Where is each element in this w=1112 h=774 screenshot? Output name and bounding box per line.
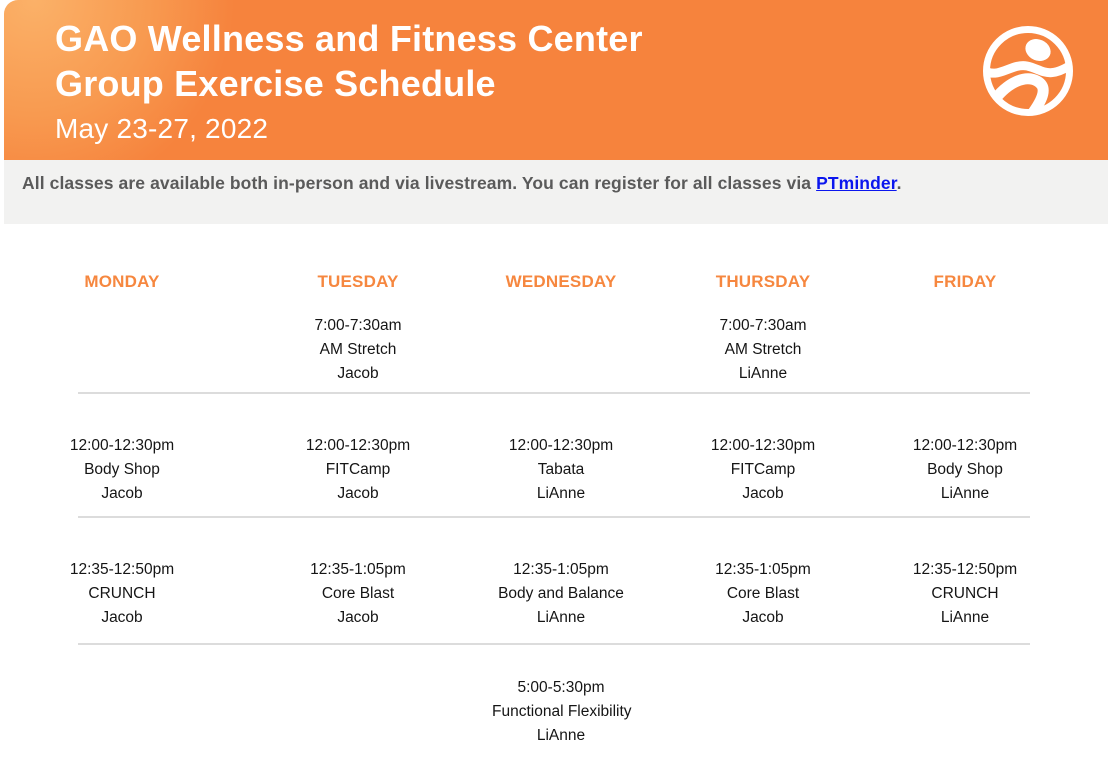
- class-time: 12:35-12:50pm: [69, 561, 175, 578]
- class-cell: [20, 314, 224, 386]
- class-time: 12:00-12:30pm: [69, 437, 175, 454]
- row-divider: [78, 516, 1030, 518]
- class-cell: 12:00-12:30pm FITCamp Jacob: [224, 434, 492, 506]
- class-cell: 5:00-5:30pm Functional Flexibility LiAnn…: [492, 676, 632, 748]
- class-cell: 7:00-7:30am AM Stretch LiAnne: [630, 314, 896, 386]
- class-cell: 12:00-12:30pm Tabata LiAnne: [492, 434, 630, 506]
- class-instructor: Jacob: [337, 365, 379, 382]
- class-time: 12:35-1:05pm: [715, 561, 811, 578]
- day-header-row: MONDAY TUESDAY WEDNESDAY THURSDAY FRIDAY: [20, 272, 1034, 292]
- fitness-runner-logo-icon: [983, 26, 1073, 116]
- schedule-row-3: 12:35-12:50pm CRUNCH Jacob 12:35-1:05pm …: [20, 558, 1034, 630]
- class-name: Body Shop: [927, 461, 1003, 478]
- day-header-friday: FRIDAY: [933, 272, 997, 291]
- class-name: CRUNCH: [88, 585, 156, 602]
- class-name: Core Blast: [726, 585, 800, 602]
- class-time: 7:00-7:30am: [314, 317, 402, 334]
- class-cell: 12:35-1:05pm Body and Balance LiAnne: [492, 558, 630, 630]
- class-instructor: LiAnne: [536, 485, 586, 502]
- class-cell: 12:00-12:30pm Body Shop LiAnne: [896, 434, 1034, 506]
- class-instructor: Jacob: [101, 485, 143, 502]
- schedule-row-1: 7:00-7:30am AM Stretch Jacob 7:00-7:30am…: [20, 314, 1034, 386]
- class-cell: 7:00-7:30am AM Stretch Jacob: [224, 314, 492, 386]
- class-time: 12:00-12:30pm: [508, 437, 614, 454]
- class-name: AM Stretch: [319, 341, 397, 358]
- class-name: Core Blast: [321, 585, 395, 602]
- header-banner: GAO Wellness and Fitness Center Group Ex…: [4, 0, 1108, 160]
- day-header-monday: MONDAY: [84, 272, 160, 291]
- class-time: 12:35-12:50pm: [912, 561, 1018, 578]
- class-time: 5:00-5:30pm: [517, 679, 605, 696]
- class-name: Body and Balance: [498, 585, 624, 602]
- day-header-wednesday: WEDNESDAY: [505, 272, 617, 291]
- row-divider: [78, 643, 1030, 645]
- class-time: 12:35-1:05pm: [513, 561, 609, 578]
- class-cell: 12:35-12:50pm CRUNCH LiAnne: [896, 558, 1034, 630]
- class-name: Functional Flexibility: [492, 703, 632, 720]
- notice-period: .: [896, 173, 902, 193]
- class-instructor: Jacob: [742, 485, 784, 502]
- class-instructor: Jacob: [337, 609, 379, 626]
- class-time: 12:00-12:30pm: [305, 437, 411, 454]
- day-header-tuesday: TUESDAY: [317, 272, 399, 291]
- class-instructor: Jacob: [337, 485, 379, 502]
- class-cell: [896, 676, 1034, 748]
- title-line2: Group Exercise Schedule: [55, 63, 496, 104]
- date-range: May 23-27, 2022: [55, 113, 269, 144]
- class-name: FITCamp: [730, 461, 796, 478]
- class-time: 12:00-12:30pm: [710, 437, 816, 454]
- page-title: GAO Wellness and Fitness Center Group Ex…: [55, 16, 643, 106]
- class-instructor: LiAnne: [536, 609, 586, 626]
- class-cell: [896, 314, 1034, 386]
- class-cell: [630, 676, 896, 748]
- day-header-thursday: THURSDAY: [715, 272, 811, 291]
- title-line1: GAO Wellness and Fitness Center: [55, 18, 643, 59]
- class-instructor: LiAnne: [940, 485, 990, 502]
- class-time: 12:35-1:05pm: [310, 561, 406, 578]
- class-time: 12:00-12:30pm: [912, 437, 1018, 454]
- schedule-card: GAO Wellness and Fitness Center Group Ex…: [4, 0, 1108, 774]
- class-cell: 12:35-1:05pm Core Blast Jacob: [224, 558, 492, 630]
- class-cell: 12:35-12:50pm CRUNCH Jacob: [20, 558, 224, 630]
- row-divider: [78, 392, 1030, 394]
- class-cell: 12:35-1:05pm Core Blast Jacob: [630, 558, 896, 630]
- class-time: 7:00-7:30am: [719, 317, 807, 334]
- class-name: Body Shop: [84, 461, 160, 478]
- class-cell: [492, 314, 630, 386]
- class-name: AM Stretch: [724, 341, 802, 358]
- schedule-row-2: 12:00-12:30pm Body Shop Jacob 12:00-12:3…: [20, 434, 1034, 506]
- notice-text: All classes are available both in-person…: [22, 173, 817, 193]
- class-cell: [20, 676, 224, 748]
- class-cell: 12:00-12:30pm Body Shop Jacob: [20, 434, 224, 506]
- class-instructor: LiAnne: [940, 609, 990, 626]
- class-instructor: LiAnne: [536, 727, 586, 744]
- class-name: CRUNCH: [931, 585, 999, 602]
- notice-banner: All classes are available both in-person…: [4, 160, 1108, 224]
- ptminder-link[interactable]: PTminder: [816, 173, 897, 193]
- class-cell: 12:00-12:30pm FITCamp Jacob: [630, 434, 896, 506]
- class-cell: [224, 676, 492, 748]
- class-instructor: Jacob: [101, 609, 143, 626]
- class-instructor: Jacob: [742, 609, 784, 626]
- class-instructor: LiAnne: [738, 365, 788, 382]
- class-name: FITCamp: [325, 461, 391, 478]
- schedule-row-4: 5:00-5:30pm Functional Flexibility LiAnn…: [20, 676, 1034, 748]
- class-name: Tabata: [537, 461, 585, 478]
